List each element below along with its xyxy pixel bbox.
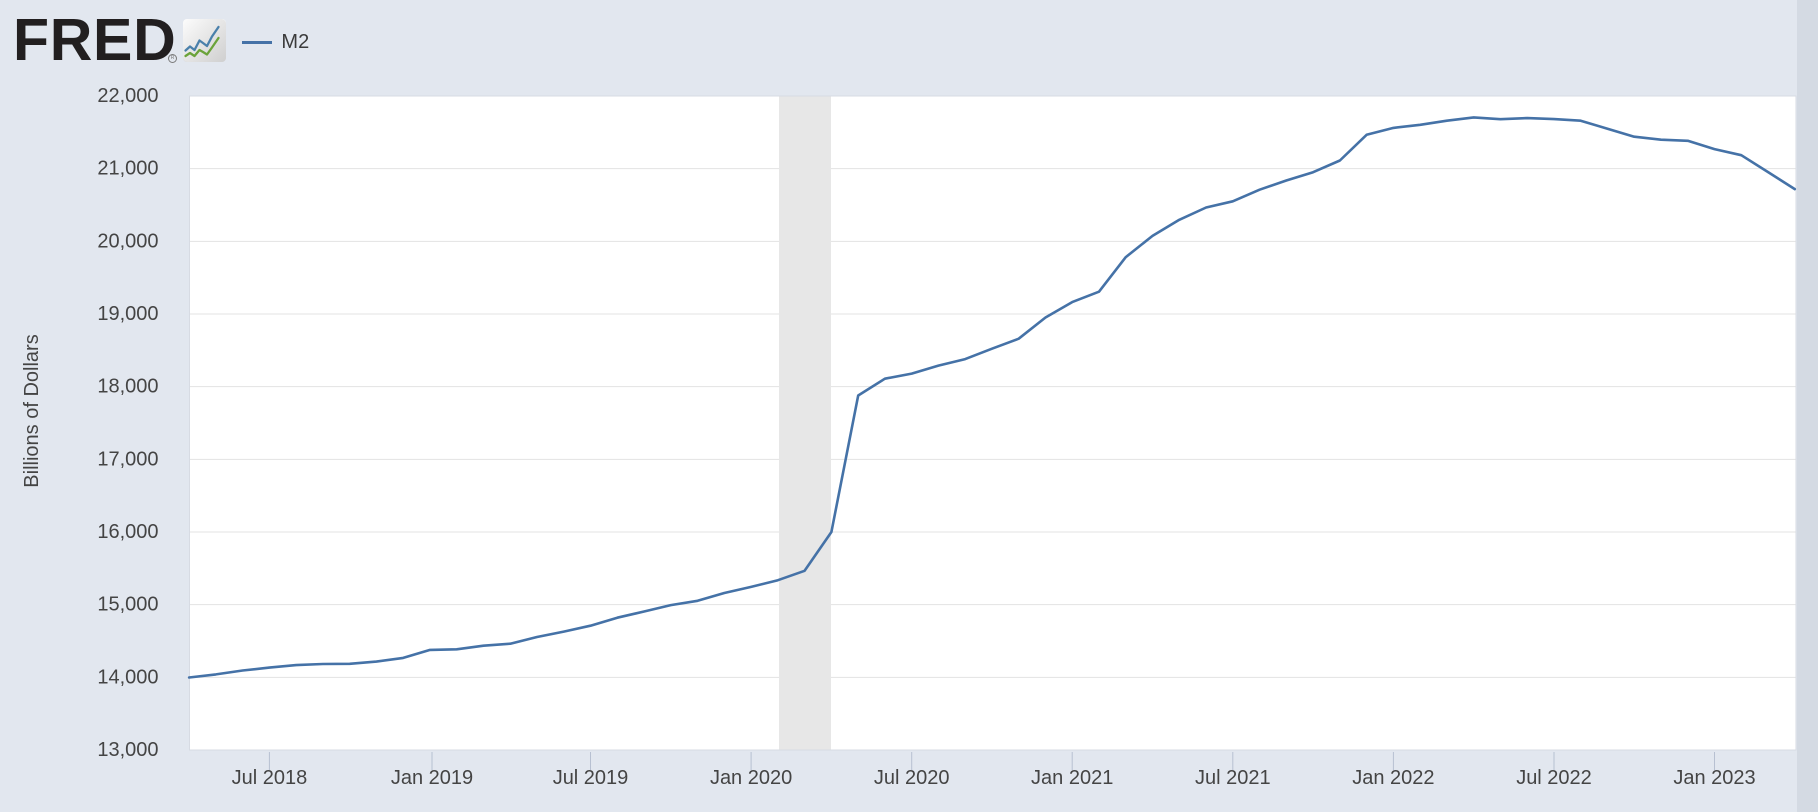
svg-text:14,000: 14,000 xyxy=(97,666,158,688)
svg-text:Jan 2019: Jan 2019 xyxy=(391,767,473,789)
svg-text:21,000: 21,000 xyxy=(97,158,158,180)
svg-text:Jul 2021: Jul 2021 xyxy=(1195,767,1271,789)
svg-text:Jan 2020: Jan 2020 xyxy=(710,767,792,789)
svg-text:Jul 2022: Jul 2022 xyxy=(1516,767,1592,789)
svg-text:Jul 2019: Jul 2019 xyxy=(553,767,629,789)
svg-text:17,000: 17,000 xyxy=(97,448,158,470)
svg-text:Jul 2018: Jul 2018 xyxy=(232,767,308,789)
svg-text:16,000: 16,000 xyxy=(97,521,158,543)
svg-text:13,000: 13,000 xyxy=(97,739,158,761)
svg-text:Jul 2020: Jul 2020 xyxy=(874,767,950,789)
svg-text:22,000: 22,000 xyxy=(97,85,158,107)
svg-text:Jan 2021: Jan 2021 xyxy=(1031,767,1113,789)
svg-text:15,000: 15,000 xyxy=(97,594,158,616)
svg-text:Billions of Dollars: Billions of Dollars xyxy=(21,334,43,487)
svg-text:18,000: 18,000 xyxy=(97,376,158,398)
svg-text:Jan 2022: Jan 2022 xyxy=(1352,767,1434,789)
svg-text:19,000: 19,000 xyxy=(97,303,158,325)
svg-text:20,000: 20,000 xyxy=(97,230,158,252)
svg-text:Jan 2023: Jan 2023 xyxy=(1673,767,1755,789)
